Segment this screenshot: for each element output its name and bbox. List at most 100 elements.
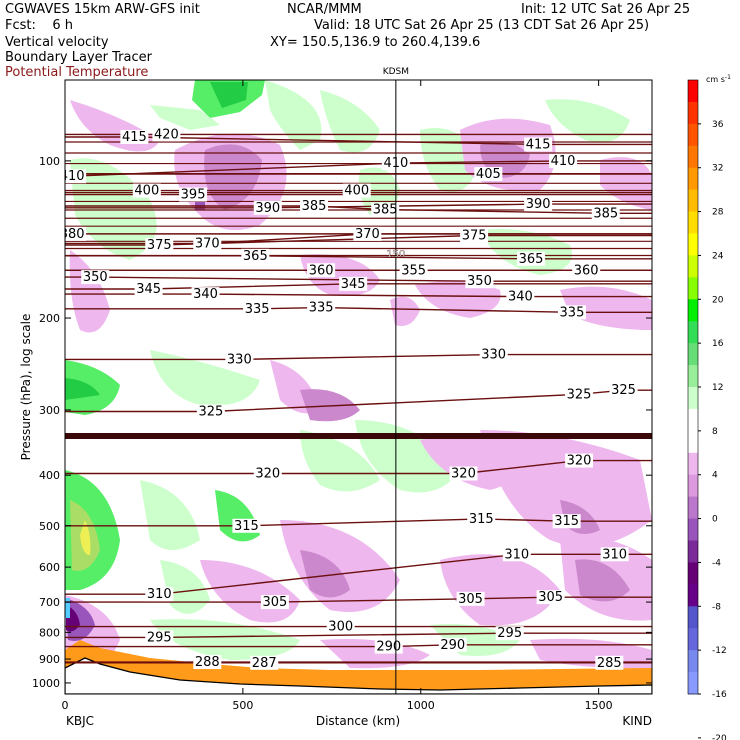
init-time: Init: 12 UTC Sat 26 Apr 25 bbox=[521, 2, 691, 17]
colorbar-swatch bbox=[688, 233, 698, 256]
theta-label: 287 bbox=[252, 656, 277, 671]
colorbar-swatch bbox=[688, 277, 698, 300]
y-tick-label: 500 bbox=[39, 520, 60, 533]
theta-label-bg bbox=[549, 153, 578, 168]
y-tick-label: 600 bbox=[39, 561, 60, 574]
theta-label: 305 bbox=[262, 595, 287, 610]
y-tick-label: 800 bbox=[39, 626, 60, 639]
theta-label-bg bbox=[307, 263, 336, 278]
theta-label-bg bbox=[326, 619, 355, 634]
theta-label-bg bbox=[595, 655, 624, 670]
theta-label-bg bbox=[134, 282, 163, 297]
theta-label-bg bbox=[145, 630, 174, 645]
theta-label-bg bbox=[243, 301, 272, 316]
colorbar-swatch bbox=[688, 387, 698, 410]
theta-label: 315 bbox=[234, 519, 259, 534]
colorbar-unit: cm s-1 bbox=[706, 74, 731, 84]
y-tick-label: 700 bbox=[39, 596, 60, 609]
colorbar-swatch bbox=[688, 650, 698, 673]
theta-label: 375 bbox=[147, 238, 172, 253]
theta-label: 290 bbox=[376, 640, 401, 655]
x-tick-label: 1000 bbox=[407, 699, 435, 712]
theta-label-bg bbox=[250, 655, 279, 670]
theta-label: 345 bbox=[341, 277, 366, 292]
theta-label-bg bbox=[456, 591, 485, 606]
colorbar-swatch bbox=[688, 474, 698, 498]
valid-time: Valid: 18 UTC Sat 26 Apr 25 (13 CDT Sat … bbox=[314, 18, 650, 33]
theta-label: 385 bbox=[302, 199, 327, 214]
colorbar-swatch bbox=[688, 123, 698, 147]
theta-label-bg bbox=[565, 387, 594, 402]
colorbar-tick-label: -16 bbox=[712, 690, 727, 700]
theta-label: 295 bbox=[497, 626, 522, 641]
colorbar-tick-label: 28 bbox=[712, 208, 724, 218]
theta-label: 330 bbox=[481, 348, 506, 363]
colorbar-swatch bbox=[688, 430, 698, 454]
terrain bbox=[65, 657, 652, 694]
theta-label: 385 bbox=[593, 206, 618, 221]
theta-label: 305 bbox=[458, 592, 483, 607]
vertical-velocity-shading bbox=[65, 80, 652, 669]
theta-label: 410 bbox=[60, 169, 85, 184]
theta-label: 395 bbox=[181, 188, 206, 203]
y-tick-label: 1000 bbox=[32, 677, 60, 690]
colorbar-tick-label: 32 bbox=[712, 164, 723, 174]
y-axis-title: Pressure (hPa), log scale bbox=[19, 314, 33, 461]
theta-label: 400 bbox=[134, 184, 159, 199]
theta-label: 340 bbox=[508, 290, 533, 305]
theta-label-bg bbox=[191, 287, 220, 302]
x-tick-label: 1500 bbox=[585, 699, 613, 712]
theta-label: 390 bbox=[526, 197, 551, 212]
theta-label-bg bbox=[225, 352, 254, 367]
theta-label-bg bbox=[600, 547, 629, 562]
theta-label: 335 bbox=[560, 305, 585, 320]
theta-label: 320 bbox=[255, 466, 280, 481]
theta-label: 390 bbox=[255, 201, 280, 216]
x-axis: 0 500 1000 1500 bbox=[62, 80, 613, 712]
theta-label: 285 bbox=[597, 656, 622, 671]
colorbar-swatch bbox=[688, 672, 698, 695]
theta-label: 335 bbox=[245, 302, 270, 317]
isentrope-295 bbox=[65, 632, 652, 639]
theta-label: 360 bbox=[574, 263, 599, 278]
colorbar-swatch bbox=[688, 189, 698, 213]
theta-label: 310 bbox=[504, 547, 529, 562]
theta-label: 375 bbox=[462, 229, 487, 244]
theta-label: 315 bbox=[554, 514, 579, 529]
theta-label-bg bbox=[152, 127, 181, 142]
theta-label: 365 bbox=[519, 252, 544, 267]
cross-section-endpoints: XY= 150.5,136.9 to 260.4,139.6 bbox=[270, 35, 481, 50]
colorbar-tick-label: 4 bbox=[712, 471, 718, 481]
x-axis-title: Distance (km) bbox=[316, 714, 400, 728]
theta-label: 315 bbox=[469, 512, 494, 527]
colorbar-tick-label: 12 bbox=[712, 383, 723, 393]
theta-label: 355 bbox=[401, 263, 426, 278]
colorbar-tick-label: 8 bbox=[712, 427, 718, 437]
theta-label-bg bbox=[506, 289, 535, 304]
colorbar-tick-label: 36 bbox=[712, 120, 724, 130]
theta-label: 325 bbox=[567, 387, 592, 402]
theta-label-bg bbox=[179, 187, 208, 202]
theta-label: 288 bbox=[195, 655, 220, 670]
theta-label: 400 bbox=[344, 184, 369, 199]
theta-label: 370 bbox=[355, 227, 380, 242]
theta-label-bg bbox=[196, 404, 225, 419]
colorbar-swatch bbox=[688, 211, 698, 234]
boundary-layer-tracer bbox=[65, 640, 652, 694]
colorbar-tick-label: 24 bbox=[712, 251, 724, 261]
theta-label-bg bbox=[371, 202, 400, 217]
theta-label-bg bbox=[399, 263, 428, 278]
theta-label: 320 bbox=[451, 466, 476, 481]
theta-label-bg bbox=[517, 251, 546, 266]
theta-label-bg bbox=[132, 183, 161, 198]
theta-label-bg bbox=[591, 206, 620, 221]
theta-label-bg bbox=[557, 305, 586, 320]
colorbar-swatch bbox=[688, 540, 698, 563]
theta-label-bg bbox=[438, 637, 467, 652]
theta-label-bg bbox=[524, 197, 553, 212]
y-tick-label: 400 bbox=[39, 469, 60, 482]
colorbar-tick-label: 0 bbox=[712, 515, 718, 525]
theta-label: 415 bbox=[526, 137, 551, 152]
theta-label-bg bbox=[339, 276, 368, 291]
